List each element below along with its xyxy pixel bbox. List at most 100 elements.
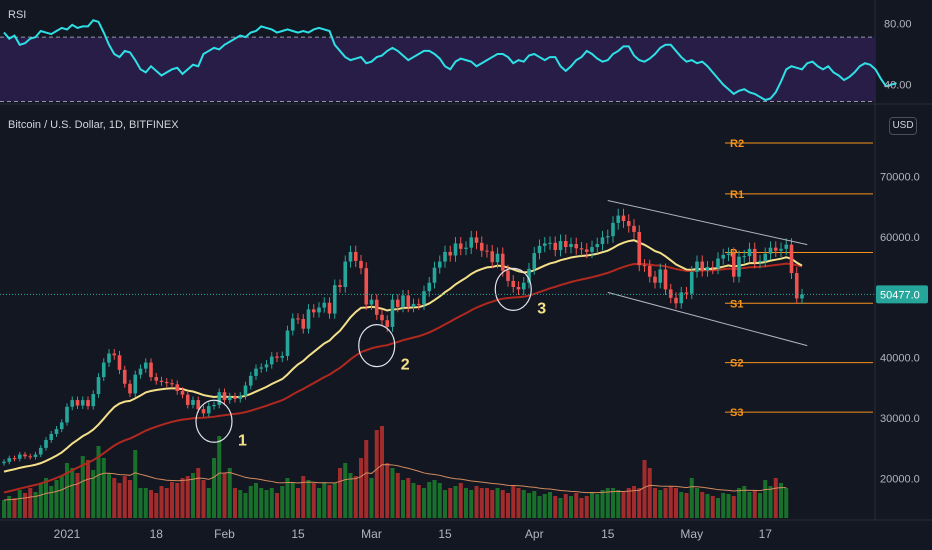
volume-bar: [773, 478, 778, 518]
volume-bar: [122, 476, 127, 518]
volume-bar: [264, 490, 269, 518]
candle-body: [33, 454, 38, 457]
volume-bar: [632, 486, 636, 518]
candle-body: [44, 440, 48, 448]
volume-bar: [212, 458, 216, 518]
candle: [222, 388, 227, 404]
candle: [122, 365, 127, 388]
candle-body: [569, 244, 573, 248]
candle-body: [558, 241, 563, 251]
candle-body: [548, 242, 552, 244]
candle: [317, 302, 321, 318]
candle: [343, 255, 348, 293]
candle-body: [395, 299, 400, 307]
price-tick-label: 20000.0: [880, 474, 920, 486]
candle-body: [448, 251, 453, 256]
volume-bar: [668, 486, 673, 518]
volume-bar: [726, 494, 731, 518]
candle: [621, 208, 626, 228]
candle: [59, 419, 64, 433]
candle: [747, 242, 752, 263]
candle-body: [758, 260, 762, 263]
channel-upper-line: [607, 199, 808, 246]
candle-body: [731, 253, 736, 277]
candle: [542, 237, 547, 253]
x-tick-label: Mar: [361, 527, 382, 541]
candle: [537, 239, 542, 260]
volume-bar: [422, 488, 426, 518]
candle-body: [653, 276, 657, 283]
candle: [758, 254, 762, 269]
volume-bar: [222, 473, 227, 518]
candle-body: [779, 248, 783, 251]
candle-body: [128, 383, 132, 394]
candle-body: [280, 355, 285, 358]
candle: [311, 304, 316, 318]
candle-body: [143, 362, 148, 369]
candle-body: [721, 254, 726, 259]
candle-body: [679, 292, 684, 304]
candle: [401, 289, 405, 313]
candle: [348, 245, 353, 268]
volume-bar: [191, 473, 195, 518]
volume-bar: [605, 488, 610, 518]
candle: [422, 285, 426, 310]
volume-bar: [86, 460, 90, 518]
currency-badge[interactable]: USD: [889, 117, 917, 135]
candle: [101, 358, 106, 382]
candle: [112, 349, 117, 360]
annotation-label-3: 3: [537, 300, 546, 317]
candle-body: [17, 454, 22, 459]
candle: [506, 264, 510, 287]
candle-body: [343, 261, 348, 287]
volume-bar: [642, 460, 647, 518]
candle: [532, 246, 537, 275]
candle-body: [107, 353, 111, 363]
volume-bar: [453, 486, 458, 518]
candle-body: [437, 261, 442, 268]
volume-bar: [621, 492, 626, 518]
volume-bar: [737, 488, 741, 518]
candle: [710, 261, 715, 275]
candle: [600, 230, 605, 251]
ema-slow-line: [3, 262, 803, 494]
volume-bar: [233, 488, 237, 518]
candle: [495, 247, 500, 269]
candle-body: [537, 245, 542, 254]
volume-bar: [75, 473, 80, 518]
candle: [737, 250, 741, 283]
candle: [248, 371, 253, 390]
candle-body: [122, 369, 127, 384]
candle: [464, 241, 468, 256]
candle-body: [285, 330, 290, 356]
candle: [44, 437, 48, 451]
rsi-tick-label: 80.00: [884, 18, 912, 30]
volume-bar: [710, 496, 715, 518]
candle: [269, 352, 274, 369]
candle-body: [70, 400, 75, 407]
rsi-band: [0, 37, 875, 102]
volume-bar: [175, 483, 180, 518]
volume-bar: [579, 498, 584, 518]
candle: [794, 267, 799, 304]
candle-body: [710, 267, 715, 269]
volume-bar: [758, 493, 762, 518]
candle-body: [800, 294, 804, 299]
candle: [642, 259, 647, 272]
candle: [380, 309, 384, 326]
candle-body: [212, 404, 216, 407]
candle-body: [217, 392, 222, 405]
volume-bar: [33, 492, 38, 518]
volume-bar: [285, 478, 290, 518]
candle: [212, 401, 216, 410]
volume-bar: [180, 478, 185, 518]
volume-bar: [395, 473, 400, 518]
candle-body: [75, 400, 80, 406]
volume-bar: [138, 488, 143, 518]
volume-bar: [626, 488, 631, 518]
candle-body: [2, 461, 6, 464]
candle: [779, 242, 783, 257]
candle: [364, 262, 369, 310]
candle: [238, 392, 243, 403]
candle: [563, 234, 568, 254]
